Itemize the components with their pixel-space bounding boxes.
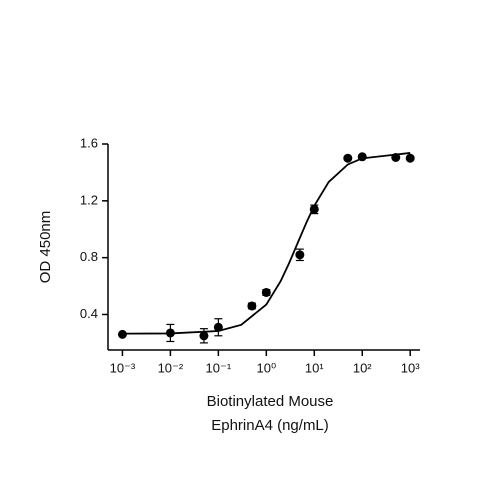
data-point xyxy=(117,329,127,339)
y-tick-label: 0.4 xyxy=(80,306,98,321)
x-tick-label: 10² xyxy=(353,360,372,375)
x-tick-label: 10⁻³ xyxy=(110,360,136,375)
y-tick-label: 1.2 xyxy=(80,192,98,207)
data-point xyxy=(261,287,271,297)
data-point xyxy=(357,152,367,162)
data-point xyxy=(391,152,401,162)
y-tick-label: 0.8 xyxy=(80,249,98,264)
y-tick-label: 1.6 xyxy=(80,135,98,150)
x-tick-label: 10¹ xyxy=(305,360,324,375)
x-tick-label: 10⁻¹ xyxy=(206,360,232,375)
data-point xyxy=(213,322,223,332)
data-point xyxy=(405,153,415,163)
x-tick-label: 10³ xyxy=(401,360,420,375)
data-point xyxy=(343,153,353,163)
y-axis-label: OD 450nm xyxy=(37,211,54,284)
data-point xyxy=(295,250,305,260)
x-axis-label: EphrinA4 (ng/mL) xyxy=(211,417,329,434)
data-point xyxy=(309,204,319,214)
fit-curve xyxy=(122,152,411,335)
x-tick-label: 10⁻² xyxy=(158,360,184,375)
data-point xyxy=(165,328,175,338)
data-point xyxy=(199,331,209,341)
data-point xyxy=(247,301,257,311)
x-tick-label: 10⁰ xyxy=(256,360,276,375)
x-axis-label: Biotinylated Mouse xyxy=(207,393,334,410)
